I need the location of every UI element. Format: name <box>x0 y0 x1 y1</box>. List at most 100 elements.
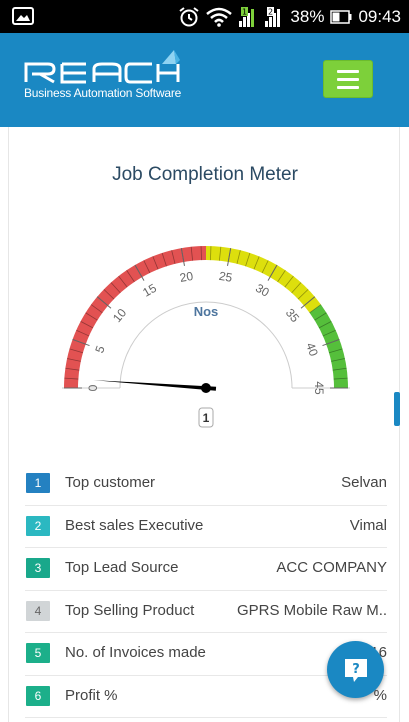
gauge-minor-tick <box>331 358 345 362</box>
gauge-minor-tick <box>236 250 241 264</box>
alarm-icon <box>179 6 200 26</box>
gauge-minor-tick <box>110 282 121 294</box>
summary-row[interactable]: 6 Profit %% <box>25 676 387 718</box>
gauge-minor-tick <box>253 256 260 270</box>
meter-title: Job Completion Meter <box>112 164 298 185</box>
gauge-minor-tick <box>333 377 348 380</box>
gauge-band-0 <box>64 246 206 388</box>
row-value: Vimal <box>349 516 387 534</box>
battery-percent: 38% <box>290 6 325 26</box>
gauge-needle-pivot <box>201 383 211 393</box>
gauge-minor-tick <box>245 252 251 267</box>
help-chat-icon: ? <box>344 658 367 682</box>
row-label: Best sales Executive <box>65 516 204 534</box>
gauge-minor-tick <box>143 260 151 274</box>
summary-row[interactable]: 1 Top customer Selvan <box>25 463 387 506</box>
row-number-badge: 1 <box>26 473 50 493</box>
gauge-minor-tick <box>277 270 286 283</box>
gauge-minor-tick <box>332 367 347 371</box>
gauge-tick-label: 5 <box>92 344 108 355</box>
gauge-tick-label: 15 <box>140 281 159 300</box>
gauge-tick-label: 0 <box>86 384 100 391</box>
menu-button[interactable] <box>323 60 373 98</box>
logo-tagline: Business Automation Software <box>24 86 182 100</box>
gauge-value-label: 1 <box>203 411 210 425</box>
gauge-minor-tick <box>261 260 269 274</box>
gauge-tick-label: 40 <box>303 341 321 359</box>
hamburger-icon-line-3 <box>337 85 359 89</box>
gauge-major-tick <box>300 296 316 309</box>
gauge-minor-tick <box>65 367 80 371</box>
battery-icon <box>330 9 352 24</box>
row-label: No. of Invoices made <box>65 644 206 661</box>
gauge-major-tick <box>227 248 232 266</box>
summary-list: 1 Top customer Selvan 2 Best sales Executive… <box>25 463 387 718</box>
row-value: ACC COMPANY <box>276 559 387 576</box>
status-bar: 1 2 38% 09:43 <box>0 0 409 33</box>
gauge-major-tick <box>267 264 278 281</box>
gauge-tick-label: 45 <box>312 381 326 395</box>
row-label: Top Lead Source <box>65 559 179 576</box>
gauge-minor-tick <box>218 246 222 261</box>
gauge-band-2 <box>309 304 348 388</box>
gauge-major-tick <box>72 338 90 347</box>
gauge-minor-tick <box>328 348 343 354</box>
gauge-minor-tick <box>80 320 94 329</box>
row-number-badge: 2 <box>26 515 50 536</box>
gauge-inner-arc <box>119 301 293 389</box>
gauge-minor-tick <box>318 320 332 329</box>
logo-wordmark <box>24 50 180 84</box>
gauge-tick-label: 35 <box>283 306 303 325</box>
svg-text:1: 1 <box>242 7 247 16</box>
gauge-major-tick <box>180 248 185 266</box>
gauge-major-tick <box>134 264 145 281</box>
gauge-minor-tick <box>190 246 194 261</box>
wifi-icon <box>206 7 233 27</box>
row-label: Top Selling Product <box>65 601 195 619</box>
gauge-value-box <box>198 407 214 428</box>
gauge-minor-tick <box>284 275 294 288</box>
gauge-minor-tick <box>118 275 128 288</box>
gauge-minor-tick <box>152 256 159 270</box>
gauge-minor-tick <box>291 282 302 294</box>
gauge-tick-label: 10 <box>110 306 130 325</box>
gauge-major-tick <box>322 338 340 347</box>
gauge-minor-tick <box>76 329 90 337</box>
hamburger-icon-line-2 <box>337 77 359 81</box>
gauge-minor-tick <box>64 377 79 380</box>
summary-row[interactable]: 3 Top Lead Source ACC COMPANY <box>25 548 387 591</box>
gauge-needle <box>93 380 217 391</box>
clock: 09:43 <box>358 6 401 26</box>
row-number-badge: 6 <box>26 685 50 706</box>
row-label: Top customer <box>65 474 156 491</box>
gauge-minor-tick <box>67 358 81 362</box>
row-number-badge: 5 <box>26 643 50 663</box>
gauge-tick-label: 30 <box>253 281 272 300</box>
gauge-tick-label: 20 <box>179 269 195 285</box>
gauge-minor-tick <box>103 289 115 300</box>
summary-row[interactable]: 4 Top Selling Product GPRS Mobile Raw M.. <box>25 591 387 633</box>
gauge-minor-tick <box>69 348 84 354</box>
svg-text:?: ? <box>352 662 360 677</box>
reach-logo[interactable]: Business Automation Software <box>22 50 192 110</box>
gauge-minor-tick <box>314 312 327 321</box>
gauge-tick-label: 25 <box>218 269 234 285</box>
row-number-badge: 4 <box>26 600 50 621</box>
gauge-band-1 <box>206 246 321 313</box>
summary-row[interactable]: 2 Best sales Executive Vimal <box>25 506 387 548</box>
dashboard-card: Job Completion Meter 0 5 10 15 20 25 30 35 40 45 N… <box>8 127 400 722</box>
gauge-minor-tick <box>85 312 98 321</box>
gauge-minor-tick <box>322 329 336 337</box>
gauge-minor-tick <box>309 304 322 314</box>
help-button[interactable]: ? <box>327 641 384 698</box>
hamburger-icon-line-1 <box>337 69 359 73</box>
gauge-minor-tick <box>90 304 103 314</box>
row-value: Selvan <box>341 474 387 491</box>
gauge-unit-label: Nos <box>194 304 219 319</box>
scrollbar[interactable] <box>394 392 400 426</box>
gauge-minor-tick <box>171 250 176 264</box>
row-value: % <box>373 686 387 704</box>
signal-sim2-icon: 2 <box>265 6 281 27</box>
svg-text:2: 2 <box>268 7 273 16</box>
